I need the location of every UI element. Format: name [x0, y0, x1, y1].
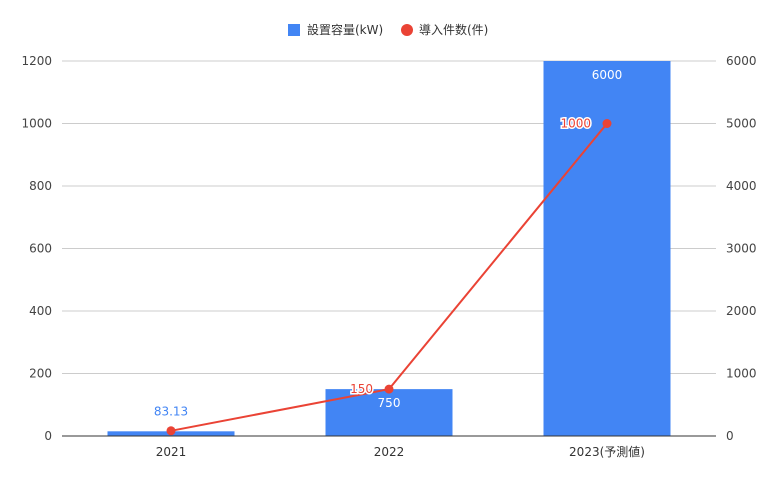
left-axis-tick-label: 200: [29, 367, 52, 381]
right-axis-tick-label: 2000: [726, 304, 757, 318]
x-axis-tick-label: 2023(予測値): [569, 444, 645, 459]
right-axis-tick-label: 0: [726, 429, 734, 443]
line-data-label: 150: [350, 382, 373, 396]
left-axis-tick-label: 1000: [21, 117, 52, 131]
right-axis-tick-label: 6000: [726, 54, 757, 68]
left-axis-tick-label: 600: [29, 242, 52, 256]
legend-item-bar: 設置容量(kW): [288, 22, 383, 37]
bar-data-label: 750: [378, 396, 401, 410]
legend-label-line: 導入件数(件): [419, 22, 488, 37]
legend-item-line: 導入件数(件): [401, 22, 488, 37]
x-axis-tick-label: 2021: [156, 445, 187, 459]
line-point: [166, 426, 176, 436]
legend-label-bar: 設置容量(kW): [307, 22, 383, 37]
right-axis-tick-label: 1000: [726, 367, 757, 381]
left-axis-tick-label: 800: [29, 179, 52, 193]
right-axis-tick-label: 4000: [726, 179, 757, 193]
x-axis-tick-label: 2022: [374, 445, 405, 459]
legend-swatch-dot-icon: [401, 24, 413, 36]
legend: 設置容量(kW) 導入件数(件): [288, 22, 488, 37]
axes: 0 200 400 600 800 1000 1200 0 1000 2000 3000 4000 50…: [21, 54, 756, 459]
line-series: [166, 119, 612, 436]
bar-data-label: 83.13: [154, 404, 188, 418]
line-point: [602, 119, 612, 128]
data-labels: 83.13 750 6000 150 1000: [154, 68, 622, 418]
right-axis-tick-label: 5000: [726, 117, 757, 131]
line-data-label: 1000: [560, 117, 591, 131]
line-point: [384, 384, 394, 394]
bar-data-label: 6000: [592, 68, 623, 82]
left-axis-tick-label: 1200: [21, 54, 52, 68]
left-axis-tick-label: 0: [44, 429, 52, 443]
legend-swatch-square-icon: [288, 24, 300, 36]
left-axis-tick-label: 400: [29, 304, 52, 318]
right-axis-tick-label: 3000: [726, 242, 757, 256]
